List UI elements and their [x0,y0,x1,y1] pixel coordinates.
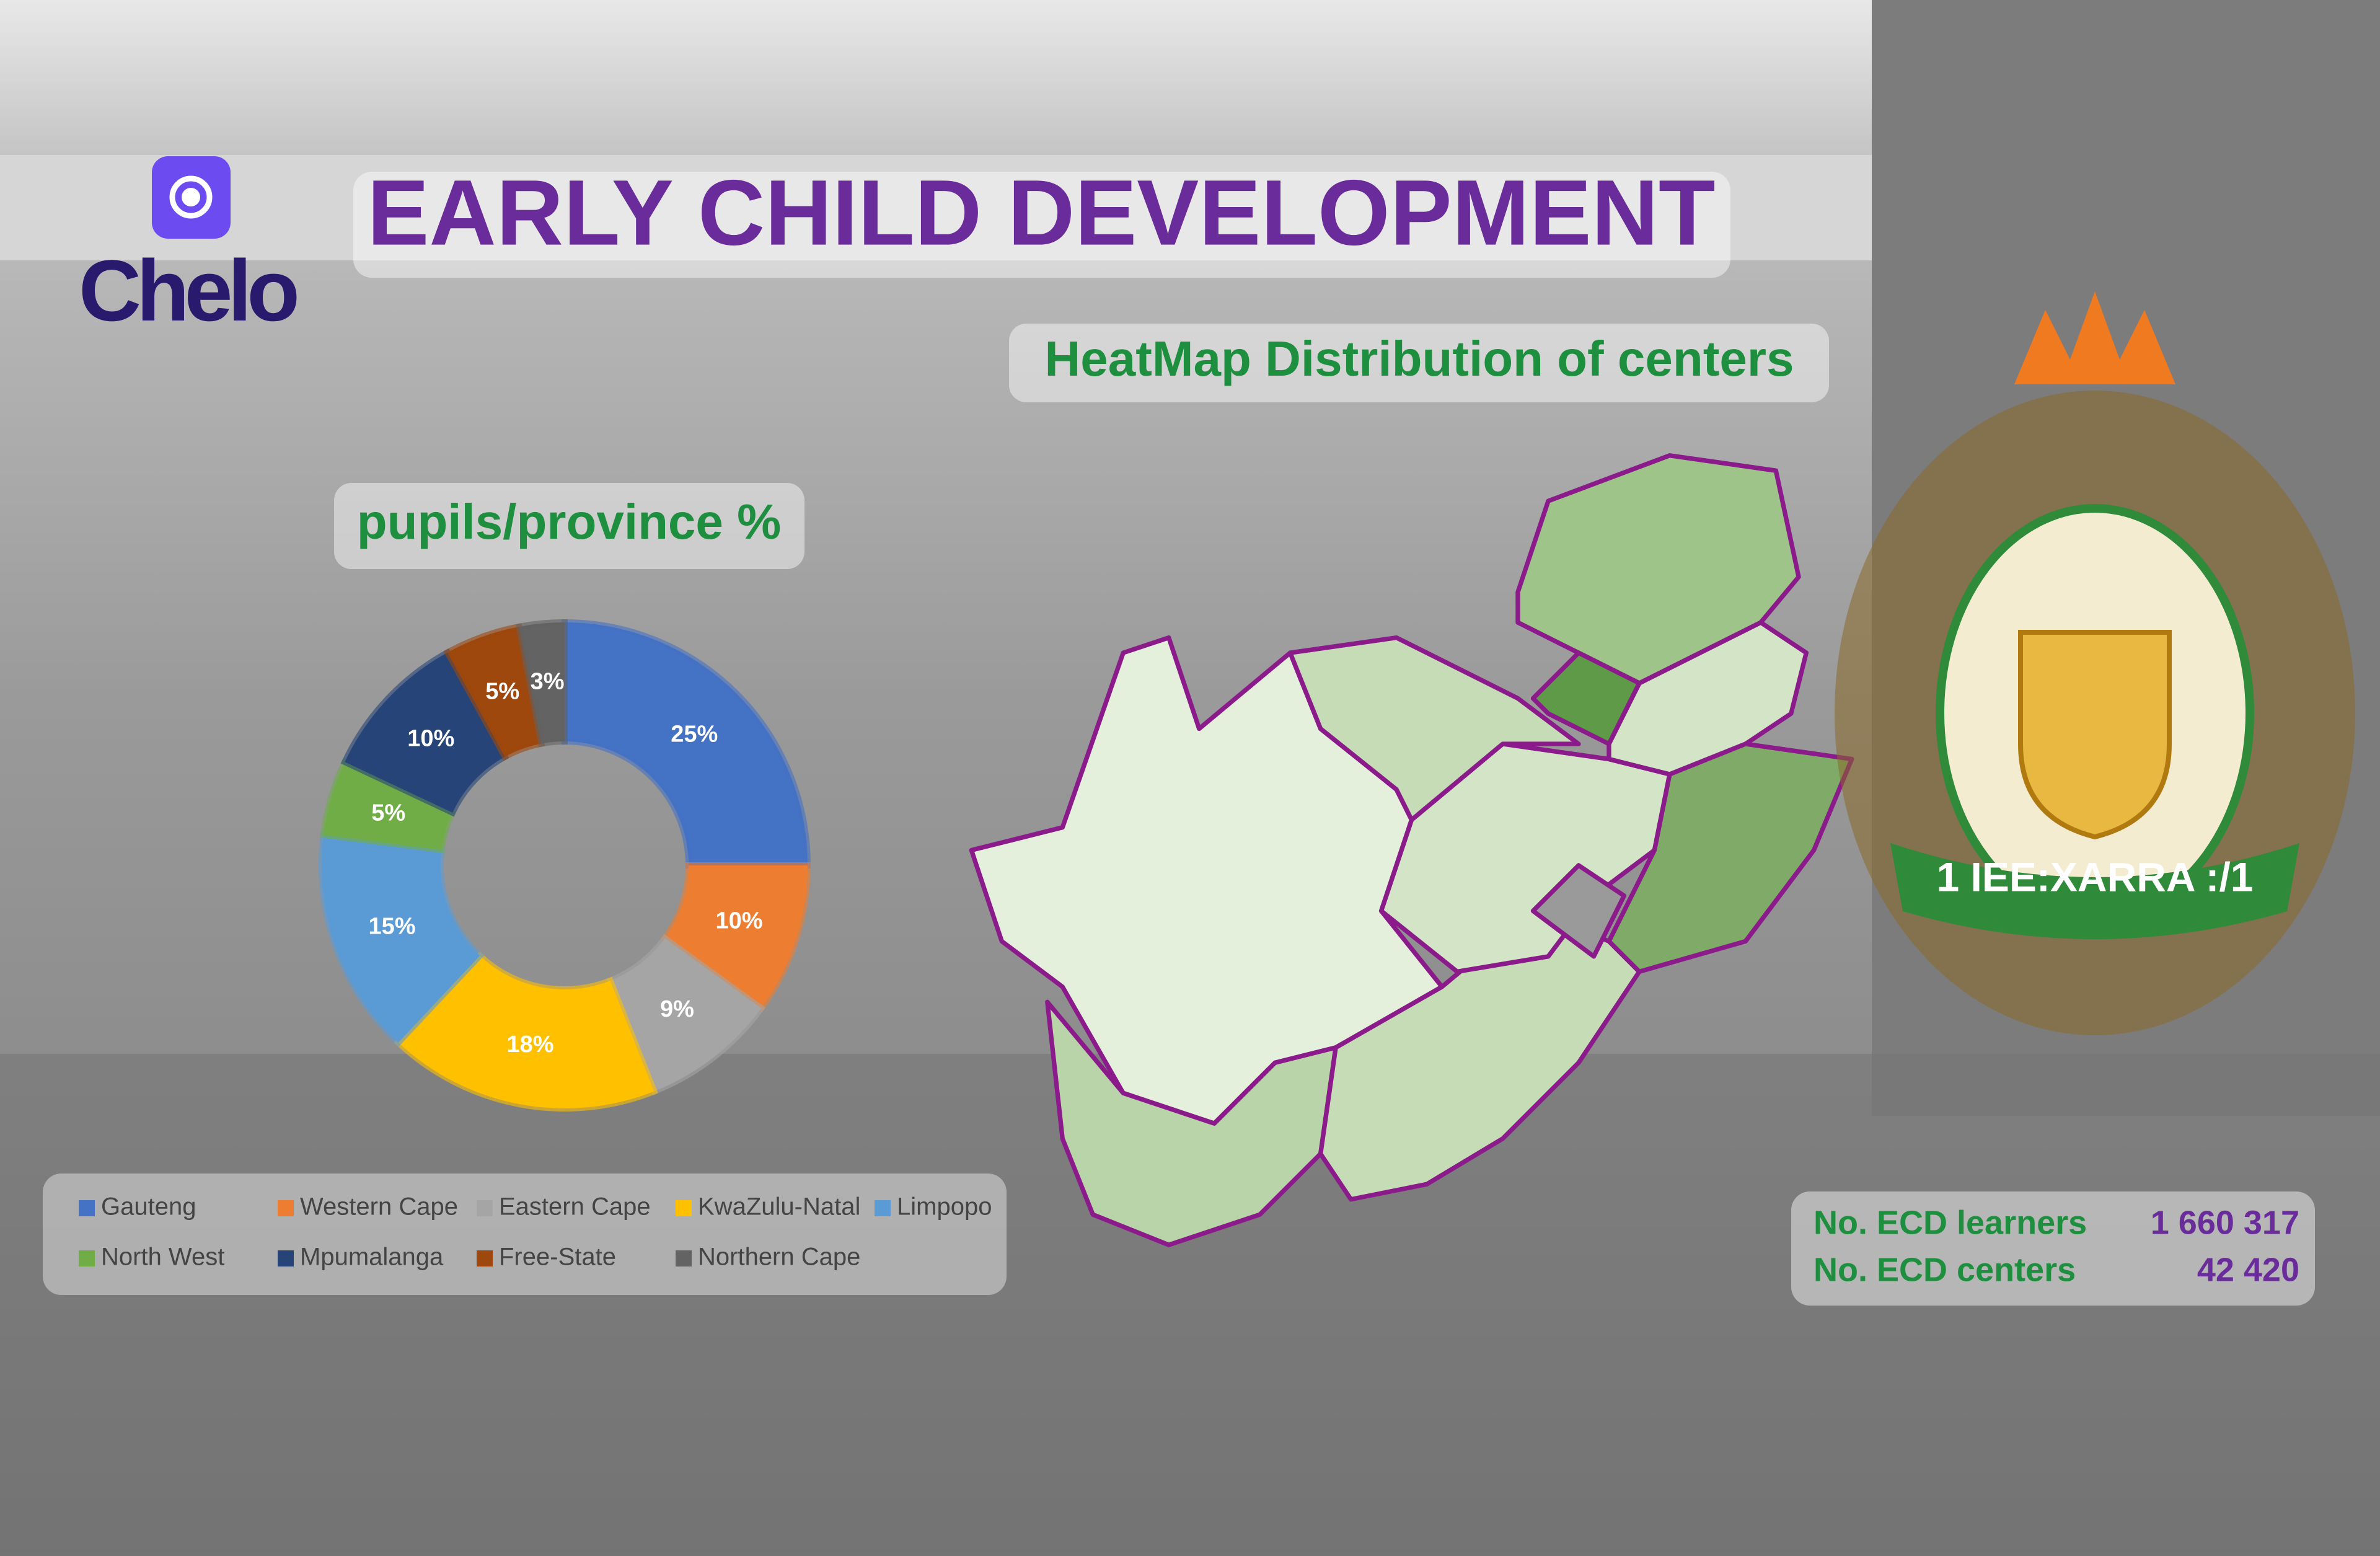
donut-chart: 25% 10% 9% 18% 15% 5% 10% 5% 3% [319,619,811,1112]
legend-label: Mpumalanga [300,1244,444,1271]
legend: Gauteng Western Cape Eastern Cape KwaZulu-N… [79,1193,992,1271]
logo-ring [169,175,213,219]
stat-value: 42 420 [2197,1251,2299,1288]
stats: No. ECD learners 1 660 317 No. ECD centers… [1814,1204,2299,1288]
legend-swatch [477,1200,493,1216]
legend-label: Limpopo [897,1193,992,1221]
data-label: 10% [407,725,454,751]
legend-swatch [676,1250,692,1266]
roof [0,155,1872,260]
legend-label: Western Cape [300,1193,458,1221]
brand: Chelo [79,242,297,339]
stat-value: 1 660 317 [2151,1204,2299,1241]
data-label: 5% [371,800,405,826]
donut-segment [562,619,811,869]
donut-segment [394,951,658,1112]
banner [1890,843,2299,939]
sun [2014,291,2175,384]
legend-swatch [79,1250,95,1266]
data-label: 10% [715,908,762,934]
donut-segment [319,831,485,1047]
stat-label: No. ECD learners [1814,1204,2087,1241]
lesotho [1530,863,1627,959]
page-title: EARLY CHILD DEVELOPMENT [367,161,1715,265]
coat-of-arms: 1 IEE:XARRA :/1 [1835,291,2355,1035]
province-map [969,453,1854,1247]
data-label: 15% [368,913,415,939]
legend-label: Free-State [499,1244,616,1271]
province [1287,635,1581,823]
legend-label: Gauteng [101,1193,196,1221]
data-label: 9% [660,996,694,1022]
legend-swatch [278,1200,294,1216]
stats-box [1791,1191,2315,1306]
legend-swatch [278,1250,294,1266]
province [1515,453,1801,686]
legend-swatch [79,1200,95,1216]
map-title: HeatMap Distribution of centers [1044,331,1794,386]
province [1606,741,1854,975]
legend-label: Eastern Cape [499,1193,651,1221]
map-title-box [1009,324,1829,402]
title-box [353,172,1730,278]
shield [2018,630,2172,840]
province [1530,650,1642,746]
data-label: 5% [485,679,519,705]
legend-label: Northern Cape [698,1244,860,1271]
donut-segment [515,619,568,748]
data-label: 3% [531,668,565,694]
legend-swatch [477,1250,493,1266]
stat-label: No. ECD centers [1814,1251,2076,1288]
emblem-motto: 1 IEE:XARRA :/1 [1937,854,2254,900]
chart-title-box [334,483,804,569]
data-label: 25% [671,722,718,748]
legend-box [43,1174,1007,1295]
legend-swatch [875,1200,891,1216]
logo-dot [182,188,200,206]
chart-title: pupils/province % [357,494,782,549]
legend-swatch [676,1200,692,1216]
data-label: 18% [507,1032,554,1058]
legend-label: North West [101,1244,224,1271]
legend-label: KwaZulu-Natal [698,1193,860,1221]
